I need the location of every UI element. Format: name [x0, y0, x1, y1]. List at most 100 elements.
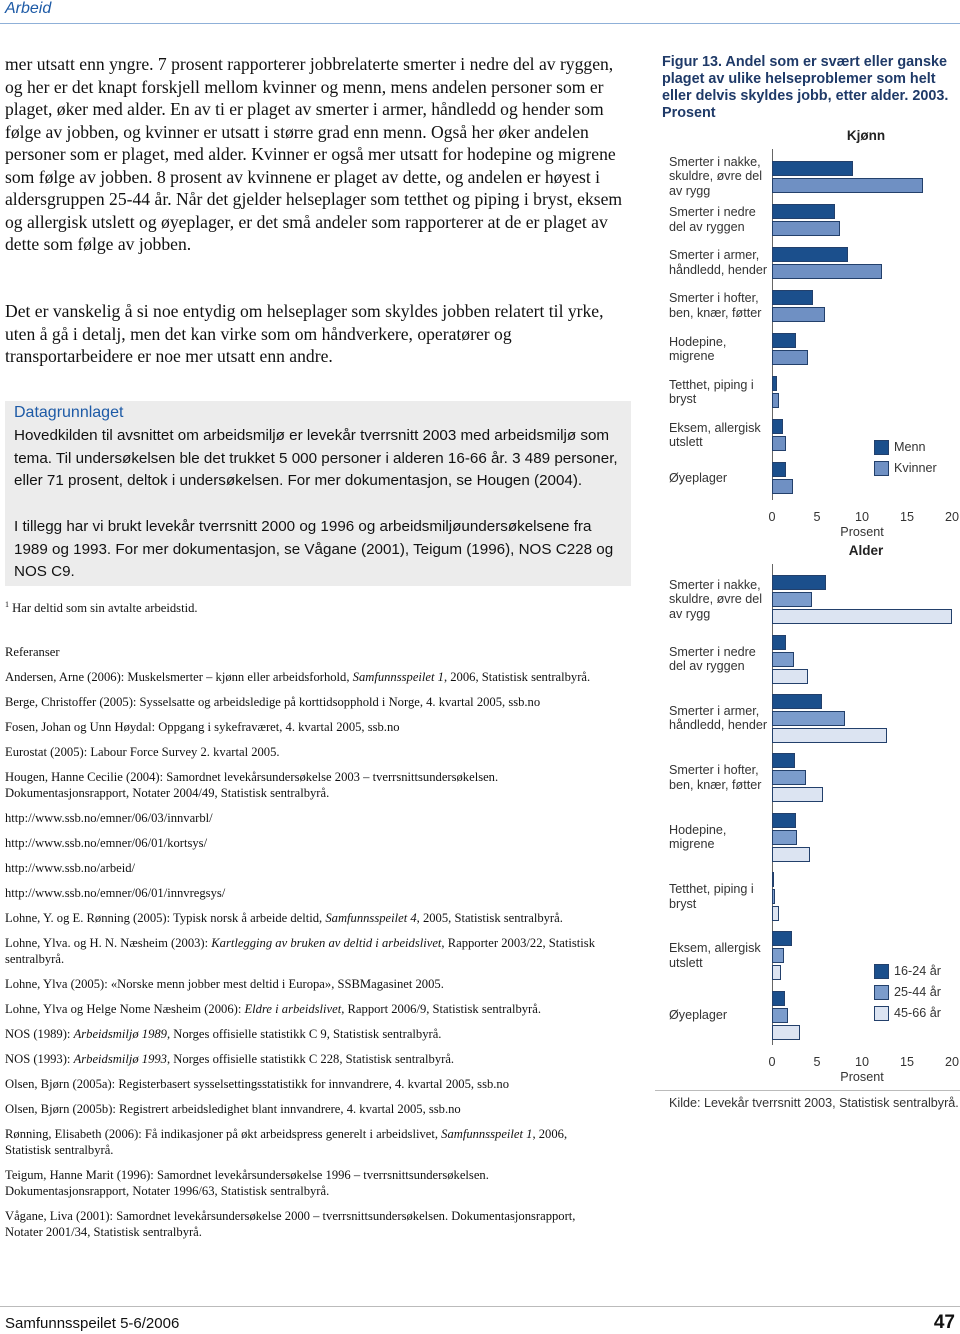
x-tick-label: 20	[944, 1055, 959, 1069]
reference-text: , Norges offisielle statistikk C 228, St…	[166, 1052, 455, 1066]
bar	[772, 1024, 800, 1040]
bar	[772, 462, 787, 478]
bar	[772, 846, 810, 862]
category-label: Smerter i nedre del av ryggen	[669, 644, 756, 674]
footer-journal: Samfunnsspeilet 5-6/2006	[5, 1315, 180, 1332]
legend-label: 45-66 år	[894, 1006, 941, 1020]
category-label: Smerter i armer, håndledd, hender	[669, 703, 768, 733]
references: Referanser Andersen, Arne (2006): Muskel…	[5, 644, 615, 1249]
bar	[772, 872, 774, 888]
bar	[772, 931, 792, 947]
box-paragraph: I tillegg har vi brukt levekår tverrsnit…	[14, 518, 614, 580]
legend-swatch	[874, 1006, 889, 1021]
bar	[772, 263, 882, 279]
reference-text: Vågane, Liva (2001): Samordnet levekårsu…	[5, 1209, 576, 1239]
reference: Eurostat (2005): Labour Force Survey 2. …	[5, 744, 615, 760]
reference: http://www.ssb.no/arbeid/	[5, 860, 615, 876]
box-paragraph: Hovedkilden til avsnittet om arbeidsmilj…	[14, 427, 618, 489]
section-header: Arbeid	[5, 0, 52, 17]
reference: Olsen, Bjørn (2005b): Registrert arbeids…	[5, 1101, 615, 1117]
x-tick-label: 10	[854, 1055, 869, 1069]
reference-text: Hougen, Hanne Cecilie (2004): Samordnet …	[5, 770, 499, 800]
legend-swatch	[874, 461, 889, 476]
chart-subtitle: Alder	[848, 543, 884, 558]
bar	[772, 965, 781, 981]
reference-title: Arbeidsmiljø 1993	[73, 1052, 167, 1066]
figure-title: Figur 13. Andel som er svært eller gansk…	[662, 54, 949, 121]
reference: Lohne, Ylva. og H. N. Næsheim (2003): Ka…	[5, 935, 615, 967]
paragraph: Det er vanskelig å si noe entydig om hel…	[5, 301, 604, 366]
box-title: Datagrunnlaget	[14, 404, 124, 421]
reference-text: Lohne, Ylva og Helge Nome Næsheim (2006)…	[5, 1002, 245, 1016]
bar	[772, 770, 807, 786]
category-label: Øyeplager	[669, 471, 728, 486]
reference: Vågane, Liva (2001): Samordnet levekårsu…	[5, 1208, 615, 1240]
reference-text: Lohne, Ylva. og H. N. Næsheim (2003):	[5, 936, 212, 950]
bar	[772, 479, 793, 495]
figure-rule	[655, 1090, 960, 1091]
reference-text: http://www.ssb.no/emner/06/01/innvregsys…	[5, 886, 226, 900]
reference: Lohne, Ylva (2005): «Norske menn jobber …	[5, 976, 615, 992]
reference-text: , 2005, Statistisk sentralbyrå.	[416, 911, 563, 925]
reference: Rønning, Elisabeth (2006): Få indikasjon…	[5, 1126, 615, 1158]
bar	[772, 376, 778, 392]
bar	[772, 575, 826, 591]
bar	[772, 693, 823, 709]
reference-text: , 2006, Statistisk sentralbyrå.	[5, 1127, 568, 1157]
reference: http://www.ssb.no/emner/06/03/innvarbl/	[5, 810, 615, 826]
references-heading: Referanser	[5, 645, 60, 659]
bar	[772, 990, 785, 1006]
reference-text: Berge, Christoffer (2005): Sysselsatte o…	[5, 695, 541, 709]
reference-title: Eldre i arbeidslivet	[244, 1002, 342, 1016]
figure-source: Kilde: Levekår tverrsnitt 2003, Statisti…	[669, 1096, 959, 1110]
y-axis	[772, 149, 773, 500]
reference-text: http://www.ssb.no/arbeid/	[5, 861, 136, 875]
reference: http://www.ssb.no/emner/06/01/innvregsys…	[5, 885, 615, 901]
reference-text: Andersen, Arne (2006): Muskelsmerter – k…	[5, 670, 353, 684]
bar	[772, 306, 826, 322]
reference: Andersen, Arne (2006): Muskelsmerter – k…	[5, 669, 615, 685]
legend-swatch	[874, 964, 889, 979]
reference-text: , Norges offisielle statistikk C 9, Stat…	[166, 1027, 442, 1041]
reference-title: Samfunnsspeilet 1	[352, 670, 444, 684]
bar	[772, 246, 848, 262]
category-label: Smerter i nedre del av ryggen	[669, 205, 756, 234]
footnote-marker: 1	[5, 600, 9, 609]
reference-title: Kartlegging av bruken av deltid i arbeid…	[211, 936, 442, 950]
x-tick-label: 0	[768, 1055, 776, 1069]
reference-text: Olsen, Bjørn (2005b): Registrert arbeids…	[5, 1102, 461, 1116]
bar	[772, 727, 888, 743]
legend-swatch	[874, 440, 889, 455]
bar	[772, 592, 812, 608]
bar	[772, 906, 780, 922]
reference-text: NOS (1989):	[5, 1027, 74, 1041]
header-rule	[0, 23, 960, 24]
reference-text: , Rapporter 2003/22, Statistisk sentralb…	[5, 936, 595, 966]
category-label: Smerter i nakke, skuldre, øvre del av ry…	[669, 577, 763, 621]
bar	[772, 812, 797, 828]
category-label: Smerter i hofter, ben, knær, føtter	[669, 763, 762, 792]
category-label: Smerter i armer, håndledd, hender	[669, 248, 768, 277]
reference: Teigum, Hanne Marit (1996): Samordnet le…	[5, 1167, 615, 1199]
x-tick-label: 10	[854, 510, 869, 524]
bar	[772, 350, 808, 366]
reference-title: Samfunnsspeilet 1	[441, 1127, 533, 1141]
reference-text: NOS (1993):	[5, 1052, 74, 1066]
category-label: Eksem, allergisk utslett	[669, 941, 761, 970]
reference: Berge, Christoffer (2005): Sysselsatte o…	[5, 694, 615, 710]
bar	[772, 948, 784, 964]
reference-text: Olsen, Bjørn (2005a): Registerbasert sys…	[5, 1077, 510, 1091]
category-label: Tetthet, piping i bryst	[669, 377, 754, 407]
legend-label: 25-44 år	[894, 985, 941, 999]
bar	[772, 177, 924, 193]
paragraph: mer utsatt enn yngre. 7 prosent rapporte…	[5, 54, 623, 254]
bar	[772, 1007, 789, 1023]
footnote-text: Har deltid som sin avtalte arbeidstid.	[12, 601, 198, 616]
reference-title: Arbeidsmiljø 1989	[73, 1027, 167, 1041]
bar	[772, 289, 814, 305]
category-label: Smerter i nakke, skuldre, øvre del av ry…	[669, 154, 763, 198]
bar	[772, 393, 780, 409]
legend-label: Menn	[894, 440, 926, 454]
category-label: Hodepine, migrene	[669, 334, 727, 364]
